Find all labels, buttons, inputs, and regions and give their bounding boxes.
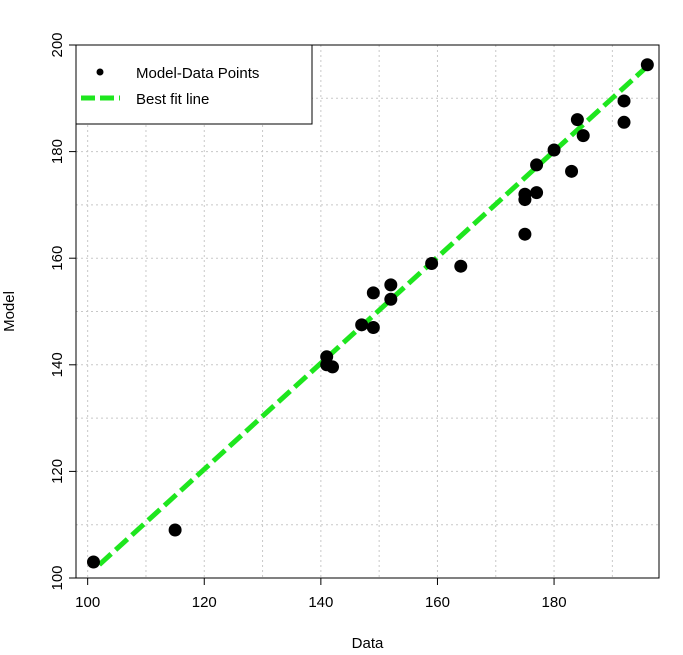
- y-tick-label: 100: [49, 565, 66, 590]
- data-point: [530, 158, 544, 172]
- data-point: [384, 278, 398, 292]
- best-fit-line-layer: [97, 64, 650, 567]
- data-points-layer: [86, 58, 654, 569]
- data-point: [168, 523, 182, 537]
- data-point: [366, 286, 380, 300]
- x-axis: 100 120 140 160 180: [75, 578, 567, 611]
- best-fit-line: [97, 64, 650, 567]
- data-point: [425, 257, 439, 271]
- data-point: [640, 58, 654, 72]
- x-tick-label: 180: [542, 594, 567, 611]
- x-tick-label: 160: [425, 594, 450, 611]
- legend-box: [75, 44, 313, 125]
- legend-point-symbol: [96, 68, 104, 76]
- y-axis: 100 120 140 160 180 200: [49, 32, 76, 591]
- plot-frame: [75, 44, 660, 579]
- y-tick-label: 140: [49, 352, 66, 377]
- data-point: [547, 143, 561, 157]
- data-point: [565, 164, 579, 178]
- x-axis-label: Data: [352, 635, 384, 652]
- legend: Model-Data Points Best fit line: [75, 44, 313, 125]
- x-tick-label: 140: [308, 594, 333, 611]
- data-point: [366, 320, 380, 334]
- data-point: [326, 360, 340, 374]
- y-tick-label: 200: [49, 32, 66, 57]
- data-point: [518, 187, 532, 201]
- y-axis-label: Model: [1, 291, 18, 332]
- data-point: [617, 94, 631, 108]
- data-point: [518, 227, 532, 241]
- data-point: [355, 318, 369, 332]
- legend-line-label: Best fit line: [136, 91, 209, 108]
- data-point: [570, 113, 584, 127]
- data-point: [454, 259, 468, 273]
- y-tick-label: 180: [49, 139, 66, 164]
- legend-point-label: Model-Data Points: [136, 65, 259, 82]
- data-point: [530, 186, 544, 200]
- x-tick-label: 120: [192, 594, 217, 611]
- data-point: [576, 129, 590, 143]
- data-point: [617, 115, 631, 129]
- data-point: [86, 555, 100, 569]
- x-tick-label: 100: [75, 594, 100, 611]
- grid-layer: [76, 45, 659, 578]
- y-tick-label: 160: [49, 246, 66, 271]
- y-tick-label: 120: [49, 459, 66, 484]
- data-point: [384, 292, 398, 306]
